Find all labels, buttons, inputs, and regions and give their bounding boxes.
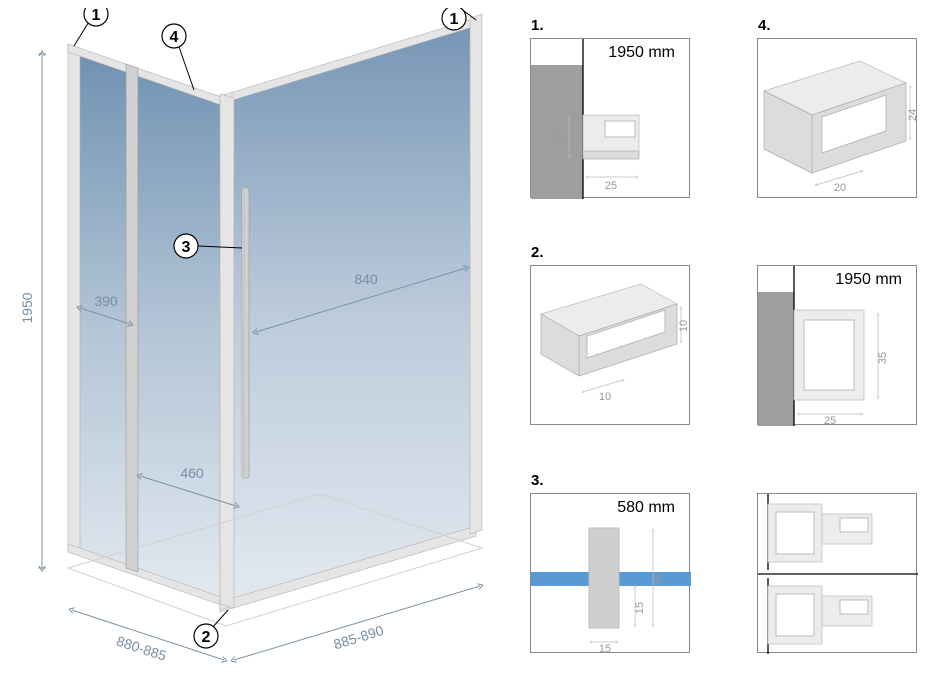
detail-3-header: 580 mm bbox=[617, 499, 675, 517]
callout-1-left: 1 bbox=[92, 8, 101, 24]
detail-3-dim-w: 15 bbox=[599, 643, 611, 654]
callout-2: 2 bbox=[202, 629, 211, 646]
main-view-svg: 1950 bbox=[20, 8, 500, 668]
detail-1-svg: 25 22 bbox=[531, 39, 691, 199]
detail-tile-4: 4. 20 24 bbox=[757, 38, 917, 198]
detail-2-dim-h: 10 bbox=[678, 320, 690, 332]
dim-height: 1950 bbox=[20, 292, 35, 323]
detail-6-svg bbox=[758, 494, 918, 654]
detail-5-svg: 25 35 bbox=[758, 266, 918, 426]
dim-base-right: 885-890 bbox=[332, 622, 386, 652]
detail-2-num: 2. bbox=[531, 244, 544, 261]
detail-3-dim-h1: 15 bbox=[634, 602, 646, 614]
detail-4-svg: 20 24 bbox=[758, 39, 918, 199]
detail-tile-1: 1. 1950 mm 25 22 bbox=[530, 38, 690, 198]
detail-1-header: 1950 mm bbox=[608, 44, 675, 62]
detail-tile-2: 2. 10 10 bbox=[530, 265, 690, 425]
detail-tile-3: 3. 580 mm 15 15 36 bbox=[530, 493, 690, 653]
detail-4-dim-h: 24 bbox=[907, 109, 918, 121]
dim-460: 460 bbox=[180, 465, 204, 481]
detail-tile-5: 1950 mm 25 35 bbox=[757, 265, 917, 425]
callout-3: 3 bbox=[182, 239, 191, 256]
detail-3-dim-h2: 36 bbox=[652, 574, 664, 586]
detail-1-dim-w: 25 bbox=[605, 180, 617, 192]
detail-5-header: 1950 mm bbox=[835, 271, 902, 289]
detail-1-num: 1. bbox=[531, 17, 544, 34]
callout-4: 4 bbox=[170, 29, 179, 46]
dim-base-left: 880-885 bbox=[115, 633, 169, 664]
detail-tile-6 bbox=[757, 493, 917, 653]
detail-1-dim-h: 22 bbox=[552, 133, 564, 145]
detail-5-dim-h: 35 bbox=[877, 352, 889, 364]
detail-3-num: 3. bbox=[531, 472, 544, 489]
main-isometric-view: 1950 bbox=[20, 8, 500, 668]
page: 1950 bbox=[0, 0, 938, 686]
detail-4-num: 4. bbox=[758, 17, 771, 34]
callout-1-right: 1 bbox=[450, 11, 459, 28]
detail-3-svg: 15 15 36 bbox=[531, 494, 691, 654]
detail-2-svg: 10 10 bbox=[531, 266, 691, 426]
detail-5-dim-w: 25 bbox=[824, 415, 836, 426]
dim-840: 840 bbox=[354, 271, 378, 287]
detail-4-dim-w: 20 bbox=[834, 182, 846, 194]
dim-390: 390 bbox=[94, 293, 118, 309]
detail-2-dim-w: 10 bbox=[599, 391, 611, 403]
